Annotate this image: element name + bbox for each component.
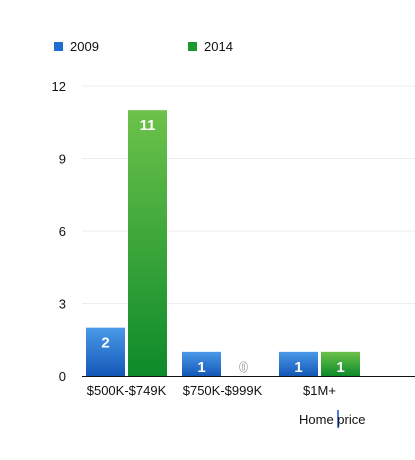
x-category-label: $1M+ bbox=[303, 383, 336, 398]
bar-value-label: 0 bbox=[239, 359, 247, 376]
x-axis-label: Home price bbox=[299, 412, 365, 427]
legend-label-2014: 2014 bbox=[204, 39, 233, 54]
bar-value-label: 2 bbox=[101, 335, 109, 352]
bar-value-label: 11 bbox=[140, 117, 156, 134]
y-tick-12: 12 bbox=[52, 79, 66, 94]
x-category-label: $500K-$749K bbox=[87, 383, 167, 398]
x-category-label: $750K-$999K bbox=[183, 383, 263, 398]
y-tick-9: 9 bbox=[59, 152, 66, 167]
y-axis-ticks: 0 3 6 9 12 bbox=[52, 79, 66, 384]
bar-value-label: 1 bbox=[294, 359, 302, 376]
legend-label-2009: 2009 bbox=[70, 39, 99, 54]
bars bbox=[86, 110, 360, 377]
legend: 2009 2014 bbox=[54, 39, 233, 54]
bar-value-label: 1 bbox=[336, 359, 344, 376]
bar-value-label: 1 bbox=[197, 359, 205, 376]
y-tick-6: 6 bbox=[59, 224, 66, 239]
bar-2009-1 bbox=[182, 351, 221, 376]
legend-swatch-2014 bbox=[188, 42, 197, 51]
bar-2009-2 bbox=[279, 351, 318, 376]
y-tick-0: 0 bbox=[59, 369, 66, 384]
bar-2009-0 bbox=[86, 327, 125, 376]
bar-2014-0 bbox=[128, 110, 167, 377]
bar-2014-2 bbox=[321, 351, 360, 376]
legend-swatch-2009 bbox=[54, 42, 63, 51]
x-axis-categories: $500K-$749K $750K-$999K $1M+ bbox=[87, 383, 336, 398]
y-tick-3: 3 bbox=[59, 297, 66, 312]
